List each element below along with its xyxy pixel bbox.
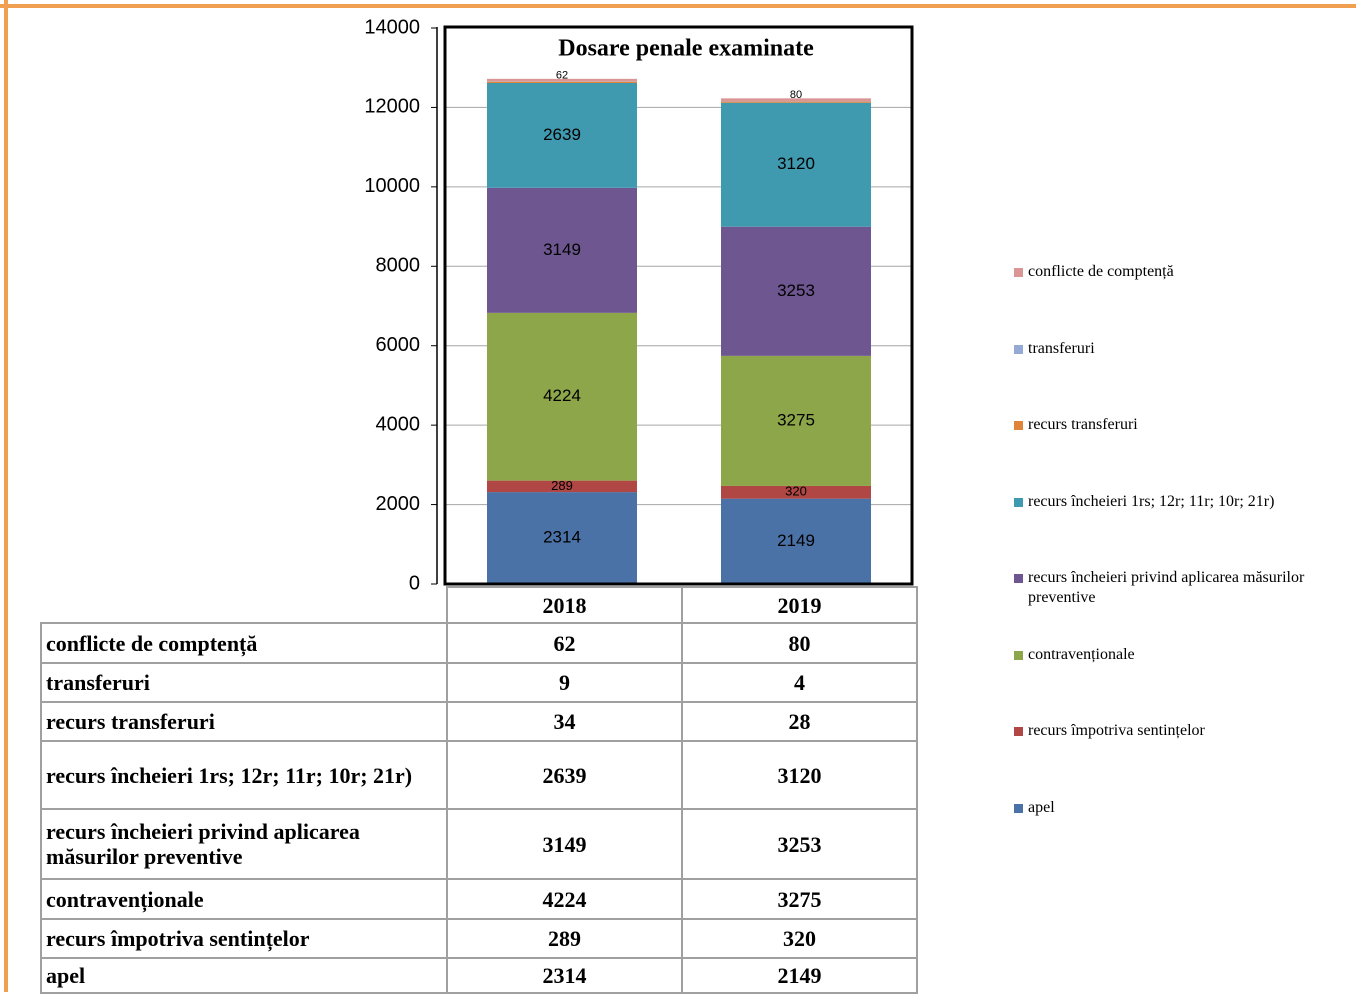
column-header: 2018 [447, 587, 682, 623]
cell: 62 [447, 623, 682, 663]
legend-swatch [1014, 268, 1023, 277]
table-row: recurs încheieri 1rs; 12r; 11r; 10r; 21r… [41, 741, 917, 809]
legend-swatch [1014, 498, 1023, 507]
cell: 80 [682, 623, 917, 663]
legend-label: apel [1028, 799, 1055, 816]
chart-title: Dosare penale examinate [558, 36, 814, 62]
legend-item: recurs încheieri 1rs; 12r; 11r; 10r; 21r… [1014, 492, 1356, 512]
y-tick-label: 6000 [376, 334, 421, 356]
cell: 9 [447, 663, 682, 702]
row-label: recurs transferuri [41, 702, 447, 741]
data-label: 3120 [777, 154, 815, 173]
legend-swatch [1014, 574, 1023, 583]
data-label: 2314 [543, 528, 581, 547]
legend-label: recurs încheieri 1rs; 12r; 11r; 10r; 21r… [1028, 493, 1274, 510]
data-label: 4224 [543, 386, 581, 405]
legend-label: conflicte de comptență [1028, 263, 1174, 280]
cell: 320 [682, 919, 917, 958]
data-label: 320 [785, 484, 807, 499]
legend-item: recurs împotriva sentințelor [1014, 721, 1356, 741]
y-tick-label: 8000 [376, 255, 421, 277]
y-tick-label: 12000 [364, 96, 420, 118]
legend-item: recurs transferuri [1014, 415, 1356, 435]
legend-swatch [1014, 421, 1023, 430]
cell: 2149 [682, 958, 917, 993]
legend-item: apel [1014, 798, 1356, 818]
corner [41, 587, 447, 623]
cell: 3253 [682, 809, 917, 879]
legend-item: conflicte de comptență [1014, 262, 1356, 282]
legend-label: transferuri [1028, 340, 1095, 357]
cell: 3275 [682, 879, 917, 919]
cell: 34 [447, 702, 682, 741]
row-label: apel [41, 958, 447, 993]
legend-item: contravenționale [1014, 645, 1356, 665]
data-label: 2149 [777, 531, 815, 550]
legend-swatch [1014, 727, 1023, 736]
y-tick-label: 14000 [364, 16, 420, 38]
legend-label: contravenționale [1028, 646, 1135, 663]
data-label: 2639 [543, 125, 581, 144]
legend-label: recurs transferuri [1028, 416, 1138, 433]
table-row: recurs încheieri privind aplicarea măsur… [41, 809, 917, 879]
data-label: 3275 [777, 410, 815, 429]
cell: 4 [682, 663, 917, 702]
row-label: transferuri [41, 663, 447, 702]
cell: 2314 [447, 958, 682, 993]
legend-label: recurs împotriva sentințelor [1028, 722, 1205, 739]
row-label: contravenționale [41, 879, 447, 919]
row-label: recurs împotriva sentințelor [41, 919, 447, 958]
row-label: conflicte de comptență [41, 623, 447, 663]
legend-swatch [1014, 804, 1023, 813]
data-label: 80 [790, 89, 802, 101]
cell: 28 [682, 702, 917, 741]
row-label: recurs încheieri 1rs; 12r; 11r; 10r; 21r… [41, 741, 447, 809]
legend-item: transferuri [1014, 339, 1356, 359]
column-header: 2019 [682, 587, 917, 623]
bar-segment [487, 82, 637, 83]
data-label: 3253 [777, 281, 815, 300]
y-tick-label: 4000 [376, 413, 421, 435]
y-tick-label: 2000 [376, 493, 421, 515]
legend-swatch [1014, 651, 1023, 660]
legend-item: recurs încheieri privind aplicarea măsur… [1014, 568, 1356, 608]
cell: 2639 [447, 741, 682, 809]
legend-label: recurs încheieri privind aplicarea măsur… [1028, 569, 1304, 606]
bar-segment [721, 102, 871, 103]
cell: 289 [447, 919, 682, 958]
data-label: 3149 [543, 240, 581, 259]
data-label: 62 [556, 70, 568, 82]
legend-swatch [1014, 345, 1023, 354]
y-tick-label: 10000 [364, 175, 420, 197]
row-label: recurs încheieri privind aplicarea măsur… [41, 809, 447, 879]
cell: 4224 [447, 879, 682, 919]
cell: 3120 [682, 741, 917, 809]
cell: 3149 [447, 809, 682, 879]
